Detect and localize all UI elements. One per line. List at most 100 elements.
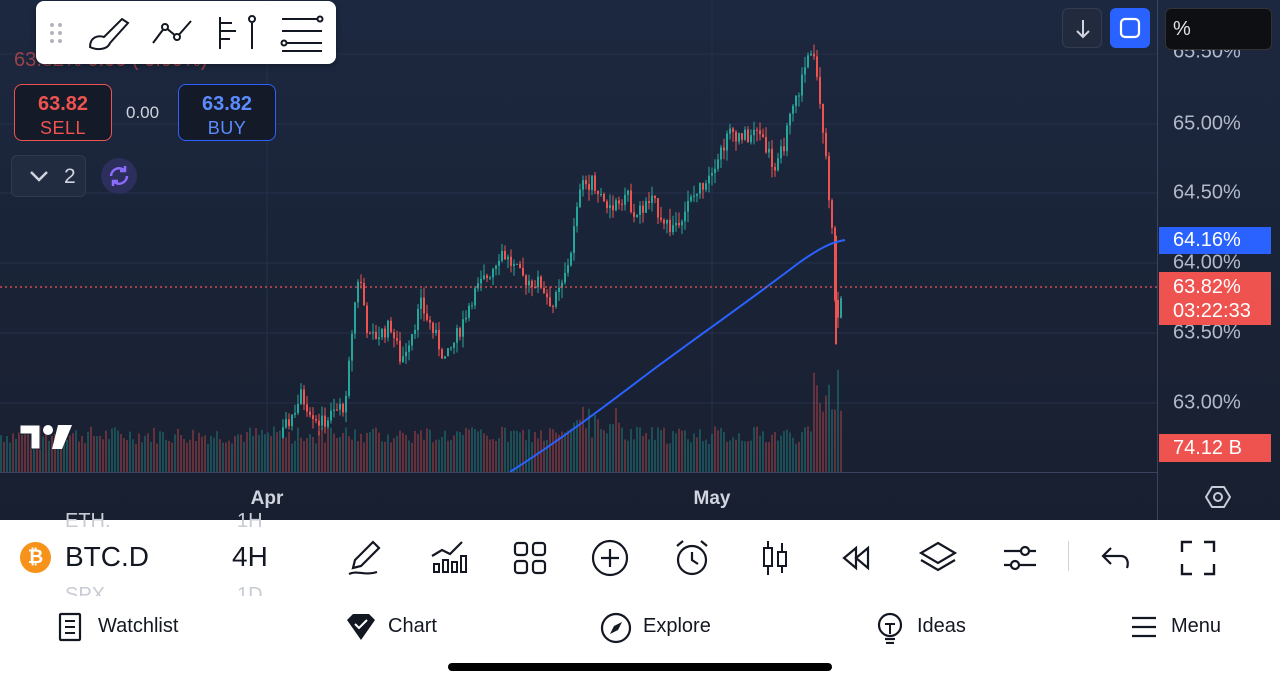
candle-body bbox=[519, 263, 521, 268]
drag-handle-icon[interactable] bbox=[46, 13, 66, 53]
candle-body bbox=[465, 317, 467, 320]
candle-body bbox=[783, 146, 785, 152]
chart-settings-icon[interactable] bbox=[1205, 484, 1231, 510]
nav-watchlist[interactable]: Watchlist bbox=[58, 612, 178, 644]
candle-body bbox=[321, 415, 323, 426]
settings-sliders-icon[interactable] bbox=[1000, 538, 1040, 578]
fib-pitchfork-icon[interactable] bbox=[212, 13, 260, 53]
volume-bar bbox=[138, 433, 140, 472]
sell-label: SELL bbox=[39, 118, 87, 138]
volume-bar bbox=[228, 440, 230, 472]
brush-icon[interactable] bbox=[86, 13, 134, 53]
pencil-icon[interactable] bbox=[345, 538, 385, 578]
volume-bar bbox=[375, 427, 377, 472]
buy-button[interactable]: 63.82 BUY bbox=[178, 84, 276, 141]
volume-bar bbox=[345, 427, 347, 472]
volume-bar bbox=[687, 439, 689, 472]
candle-body bbox=[411, 334, 413, 346]
candle-body bbox=[726, 133, 728, 151]
candle-body bbox=[414, 329, 416, 335]
volume-bar bbox=[15, 438, 17, 472]
volume-bar bbox=[783, 431, 785, 472]
volume-bar bbox=[795, 443, 797, 472]
volume-bar bbox=[597, 419, 599, 472]
candle-body bbox=[807, 55, 809, 68]
candle-body bbox=[762, 134, 764, 137]
trend-line-icon[interactable] bbox=[149, 13, 197, 53]
volume-bar bbox=[81, 435, 83, 472]
layers-icon[interactable] bbox=[918, 538, 958, 578]
price-chart[interactable] bbox=[0, 0, 1157, 520]
candle-body bbox=[567, 265, 569, 273]
layout-grid-icon[interactable] bbox=[510, 538, 550, 578]
collapse-indicators-button[interactable]: 2 bbox=[11, 155, 86, 197]
chart-gem-icon bbox=[347, 614, 375, 640]
nav-label: Watchlist bbox=[98, 615, 179, 637]
volume-bar bbox=[765, 442, 767, 472]
volume-bar bbox=[471, 427, 473, 472]
candle-body bbox=[396, 338, 398, 341]
refresh-button[interactable] bbox=[101, 158, 137, 194]
scroll-to-latest-button[interactable] bbox=[1062, 8, 1102, 48]
interval-button[interactable]: 4H bbox=[232, 541, 268, 572]
volume-bar bbox=[462, 434, 464, 472]
tools-menu-icon[interactable] bbox=[278, 13, 326, 53]
nav-chart[interactable]: Chart bbox=[345, 612, 437, 644]
sell-button[interactable]: 63.82 SELL bbox=[14, 84, 112, 141]
volume-bar bbox=[750, 440, 752, 472]
fullscreen-icon[interactable] bbox=[1178, 538, 1218, 578]
candle-body bbox=[504, 250, 506, 260]
volume-bar bbox=[411, 442, 413, 472]
candle-body bbox=[600, 194, 602, 196]
y-tick: 64.00% bbox=[1173, 251, 1241, 274]
candle-body bbox=[291, 414, 293, 427]
candle-body bbox=[624, 194, 626, 205]
volume-bar bbox=[582, 406, 584, 472]
candlestick-type-icon[interactable] bbox=[755, 538, 795, 578]
volume-bar bbox=[798, 441, 800, 472]
volume-bar bbox=[696, 437, 698, 472]
volume-bar bbox=[780, 435, 782, 472]
candle-body bbox=[645, 201, 647, 213]
x-tick-apr: Apr bbox=[250, 488, 284, 509]
volume-bar bbox=[312, 436, 314, 472]
candle-body bbox=[696, 193, 698, 196]
bitcoin-icon[interactable]: ₿ bbox=[20, 542, 51, 573]
candle-body bbox=[333, 409, 335, 411]
chart-area[interactable]: 65.50% 65.00% 64.50% 64.00% 63.50% 63.00… bbox=[0, 0, 1280, 520]
volume-bar bbox=[309, 434, 311, 472]
alarm-clock-icon[interactable] bbox=[672, 538, 712, 578]
volume-bar bbox=[117, 430, 119, 472]
volume-bar bbox=[762, 431, 764, 472]
volume-bar bbox=[468, 429, 470, 472]
volume-tag: 74.12 B bbox=[1159, 434, 1271, 462]
indicators-icon[interactable] bbox=[428, 538, 468, 578]
volume-bar bbox=[672, 431, 674, 472]
plus-circle-icon[interactable] bbox=[590, 538, 630, 578]
auto-scale-button[interactable] bbox=[1110, 8, 1150, 48]
replay-icon[interactable] bbox=[836, 538, 876, 578]
nav-label: Ideas bbox=[917, 615, 966, 637]
volume-bar bbox=[717, 430, 719, 472]
undo-icon[interactable] bbox=[1097, 538, 1137, 578]
volume-bar bbox=[225, 442, 227, 472]
volume-bar bbox=[804, 427, 806, 472]
volume-bar bbox=[477, 431, 479, 472]
nav-explore[interactable]: Explore bbox=[600, 612, 711, 644]
scale-mode-toggle[interactable]: % bbox=[1165, 8, 1272, 50]
nav-ideas[interactable]: Ideas bbox=[875, 612, 966, 645]
candle-body bbox=[399, 340, 401, 362]
watchlist-icon bbox=[58, 612, 82, 642]
nav-menu[interactable]: Menu bbox=[1130, 612, 1221, 644]
candle-body bbox=[294, 413, 296, 415]
candle-body bbox=[381, 328, 383, 338]
candle-body bbox=[330, 410, 332, 421]
candle-body bbox=[837, 300, 839, 318]
candle-body bbox=[582, 180, 584, 190]
candle-body bbox=[777, 158, 779, 171]
volume-bar bbox=[822, 411, 824, 472]
volume-bar bbox=[69, 435, 71, 472]
volume-bar bbox=[735, 439, 737, 472]
symbol-search-button[interactable]: BTC.D bbox=[65, 541, 149, 572]
volume-bar bbox=[18, 432, 20, 472]
